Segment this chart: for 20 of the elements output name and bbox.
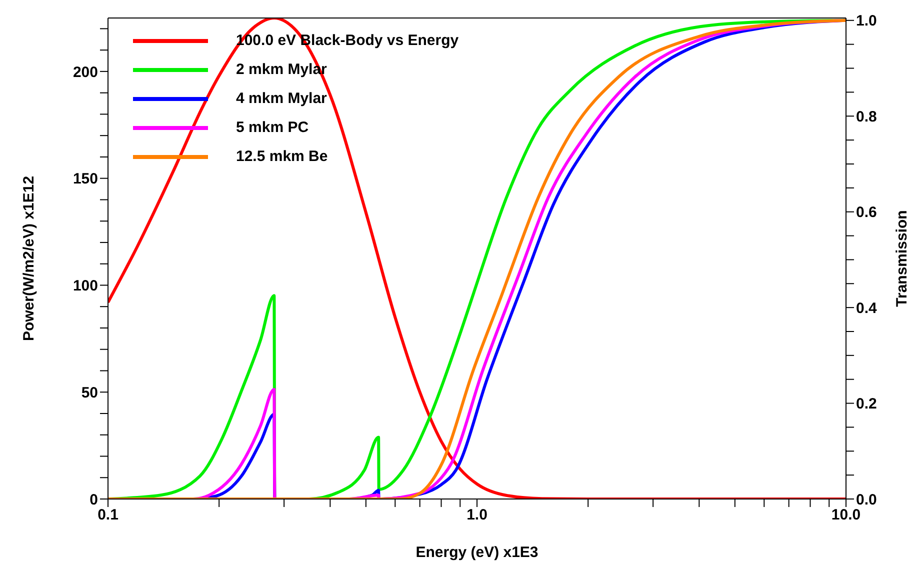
y-tick-label: 50 — [81, 384, 98, 402]
legend-label: 4 mkm Mylar — [236, 90, 327, 107]
y2-tick-label: 0.6 — [856, 204, 877, 222]
y-tick-label: 200 — [72, 64, 98, 81]
y2-tick-label: 0.4 — [856, 300, 878, 317]
y2-tick-label: 0.2 — [856, 396, 877, 413]
x-axis-title: Energy (eV) x1E3 — [416, 544, 538, 561]
y2-tick-label: 0.8 — [856, 108, 877, 126]
y-tick-label: 150 — [72, 170, 98, 188]
y2-axis-title: Transmission — [893, 210, 910, 307]
y-tick-label: 0 — [90, 491, 98, 508]
y-tick-label: 100 — [72, 278, 98, 295]
x-tick-label: 1.0 — [466, 506, 488, 524]
legend-label: 5 mkm PC — [236, 119, 309, 136]
y2-tick-label: 0.0 — [856, 491, 877, 508]
x-tick-label: 10.0 — [831, 506, 861, 524]
legend-label: 12.5 mkm Be — [236, 148, 328, 165]
x-tick-label: 0.1 — [98, 506, 118, 524]
y2-tick-label: 1.0 — [856, 12, 877, 30]
y-axis-title: Power(W/m2/eV) x1E12 — [20, 176, 38, 342]
